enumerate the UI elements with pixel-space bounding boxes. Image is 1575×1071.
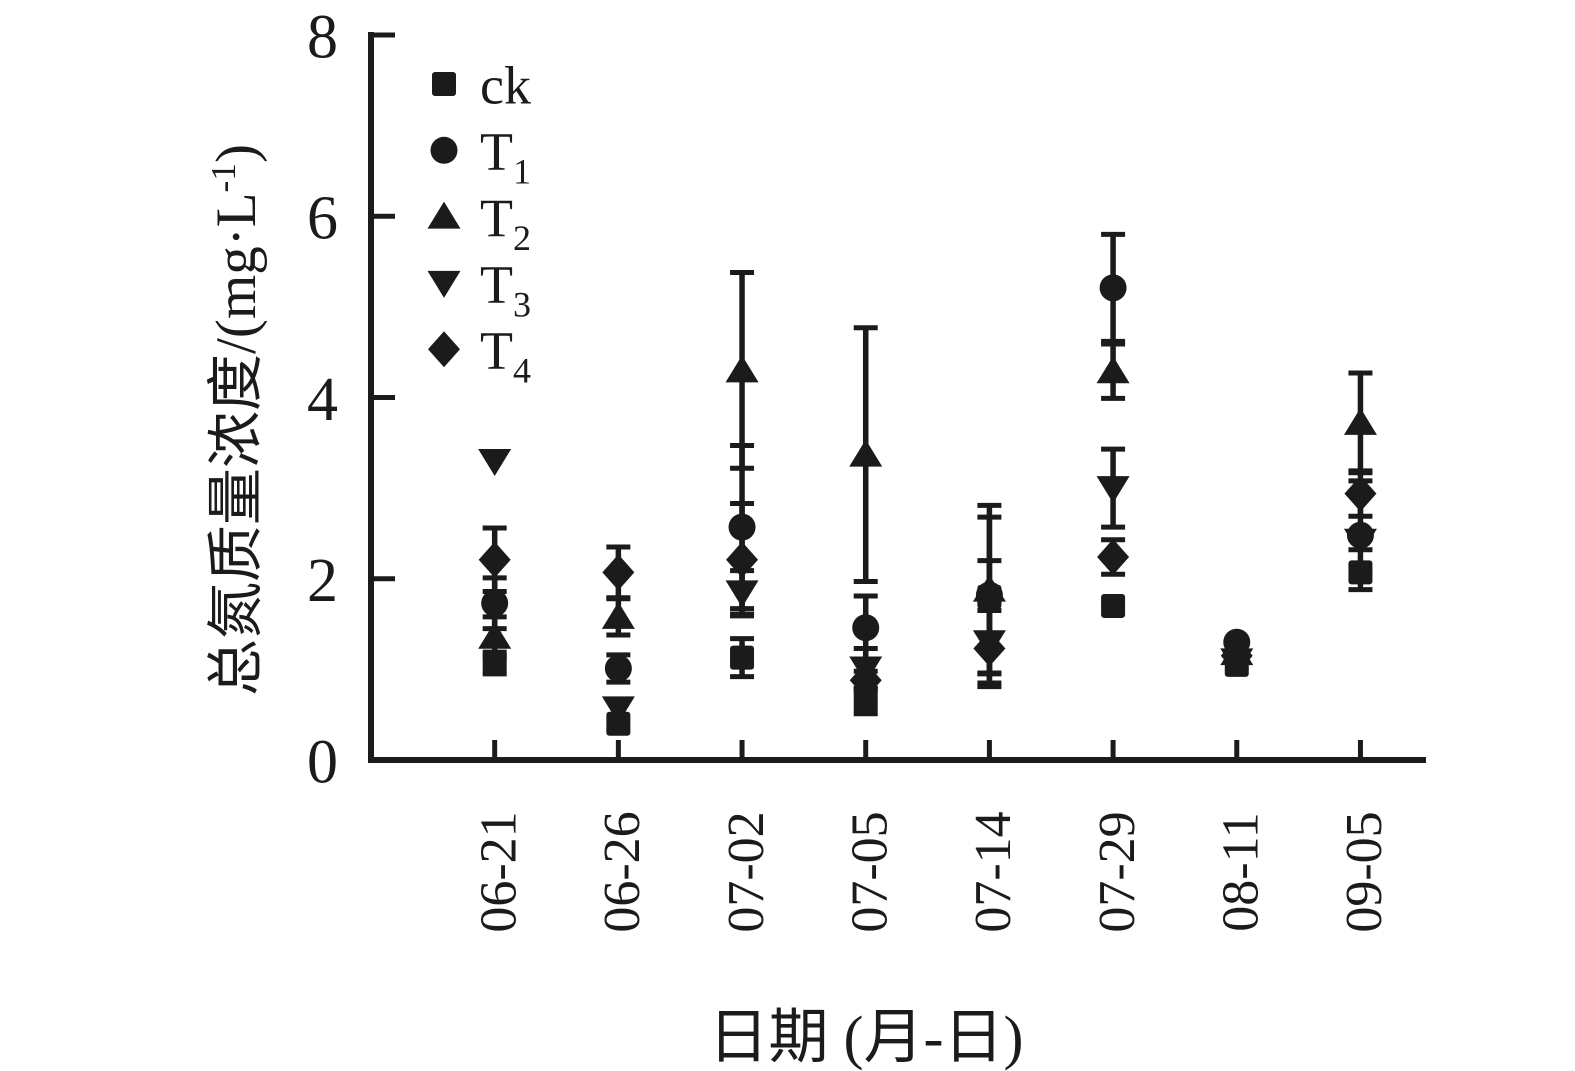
marker-ck: [482, 651, 507, 676]
x-tick-label: 06-21: [470, 811, 527, 932]
legend-marker-diamond-icon: [428, 331, 460, 368]
y-tick-label: 8: [307, 3, 338, 71]
legend-label-T2: T2: [480, 188, 531, 258]
y-tick-label: 0: [307, 728, 338, 796]
axes: 0 2 4 6 8 06-21 06-26 07-02 07-05 07-14 07-29 08-11…: [307, 3, 1426, 933]
x-tick-label: 07-29: [1089, 811, 1146, 932]
marker-T2: [1343, 407, 1377, 435]
marker-T1: [852, 614, 880, 642]
marker-T4: [602, 554, 635, 591]
marker-T3: [478, 448, 512, 476]
series-T2: [478, 355, 1377, 666]
y-tick-label: 6: [307, 185, 338, 253]
x-tick-label: 06-26: [594, 811, 651, 932]
legend-marker-triangle-down-icon: [427, 270, 461, 298]
marker-ck: [1101, 593, 1126, 618]
marker-T2: [725, 355, 759, 383]
y-tick-label: 2: [307, 547, 338, 615]
legend-item-T1: T1: [430, 122, 531, 192]
marker-T2: [478, 621, 512, 649]
marker-T3: [1343, 528, 1377, 556]
marker-T4: [1220, 637, 1253, 674]
legend-marker-circle-icon: [430, 136, 458, 164]
legend-item-T2: T2: [427, 188, 531, 258]
x-tick-label: 07-14: [965, 811, 1022, 932]
x-tick-label: 08-11: [1212, 812, 1269, 931]
marker-T1: [728, 513, 756, 541]
x-tick-label: 07-05: [841, 811, 898, 932]
marker-ck: [1348, 560, 1373, 585]
marker-T1: [481, 589, 509, 617]
legend-label-ck: ck: [480, 55, 531, 115]
marker-T3: [601, 696, 635, 724]
marker-T4: [478, 541, 511, 578]
legend-marker-square-icon: [432, 72, 456, 96]
marker-T1: [1099, 274, 1127, 302]
marker-T4: [973, 630, 1006, 667]
marker-T2: [1096, 356, 1130, 384]
marker-ck: [730, 645, 755, 670]
legend-marker-triangle-up-icon: [427, 201, 461, 229]
marker-T1: [604, 654, 632, 682]
marker-T4: [726, 541, 759, 578]
marker-T2: [972, 574, 1006, 602]
x-tick-label: 09-05: [1336, 811, 1393, 932]
marker-T2: [849, 439, 883, 467]
x-tick-label: 07-02: [718, 811, 775, 932]
marker-ck: [853, 689, 878, 714]
x-axis-title-text: 日期 (月-日): [708, 1004, 1024, 1071]
legend-item-ck: ck: [432, 55, 531, 115]
legend-label-T1: T1: [480, 122, 531, 192]
marker-T4: [1344, 475, 1377, 512]
y-axis-title-text: 总氮质量浓度/(mg·L-1): [204, 144, 268, 696]
marker-T4: [1097, 539, 1130, 575]
legend-label-T4: T4: [480, 321, 531, 391]
marker-ck: [606, 711, 631, 736]
legend-item-T4: T4: [428, 321, 531, 391]
marker-T4: [849, 662, 882, 699]
legend-item-T3: T3: [427, 254, 531, 324]
marker-T2: [601, 601, 635, 629]
legend-label-T3: T3: [480, 254, 531, 324]
marker-T3: [725, 580, 759, 608]
series-T4: [478, 475, 1377, 699]
y-tick-label: 4: [307, 366, 338, 434]
marker-T3: [1096, 476, 1130, 504]
